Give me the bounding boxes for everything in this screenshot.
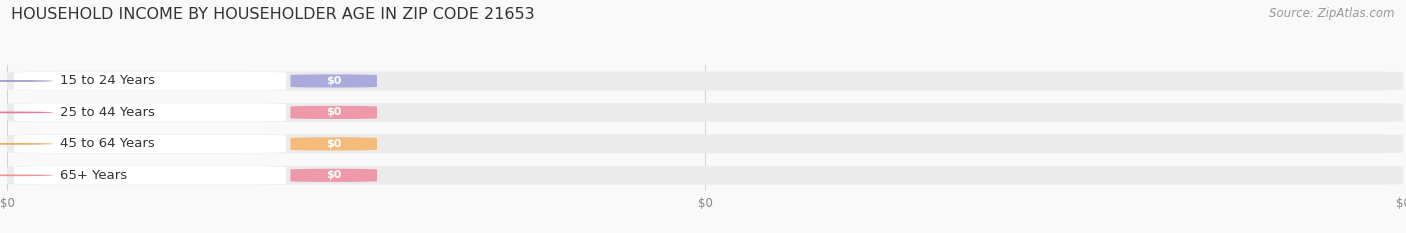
Circle shape [0, 143, 53, 145]
FancyBboxPatch shape [291, 106, 377, 119]
FancyBboxPatch shape [291, 74, 377, 88]
FancyBboxPatch shape [14, 103, 287, 122]
Text: 15 to 24 Years: 15 to 24 Years [60, 75, 155, 87]
Text: $0: $0 [326, 107, 342, 117]
FancyBboxPatch shape [7, 103, 1403, 122]
FancyBboxPatch shape [7, 72, 1403, 90]
Circle shape [0, 112, 53, 113]
Text: 65+ Years: 65+ Years [60, 169, 127, 182]
FancyBboxPatch shape [14, 166, 287, 185]
Text: Source: ZipAtlas.com: Source: ZipAtlas.com [1270, 7, 1395, 20]
Text: $0: $0 [326, 139, 342, 149]
Circle shape [0, 175, 53, 176]
FancyBboxPatch shape [14, 135, 287, 153]
FancyBboxPatch shape [14, 72, 287, 90]
Text: 45 to 64 Years: 45 to 64 Years [60, 137, 155, 150]
FancyBboxPatch shape [7, 134, 1403, 153]
FancyBboxPatch shape [291, 137, 377, 151]
FancyBboxPatch shape [291, 169, 377, 182]
Text: HOUSEHOLD INCOME BY HOUSEHOLDER AGE IN ZIP CODE 21653: HOUSEHOLD INCOME BY HOUSEHOLDER AGE IN Z… [11, 7, 534, 22]
FancyBboxPatch shape [7, 166, 1403, 185]
Circle shape [0, 80, 53, 82]
Text: $0: $0 [326, 170, 342, 180]
Text: 25 to 44 Years: 25 to 44 Years [60, 106, 155, 119]
Text: $0: $0 [326, 76, 342, 86]
